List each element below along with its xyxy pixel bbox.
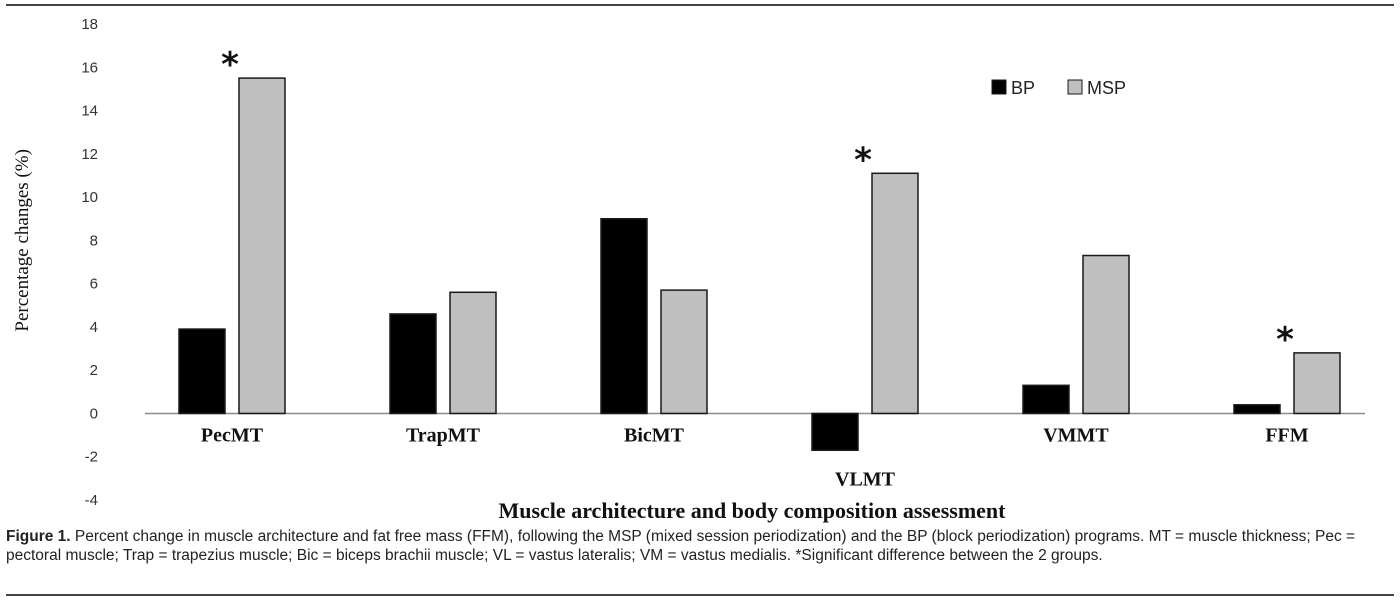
category-label-vlmt: VLMT bbox=[835, 468, 896, 490]
bar-bp-ffm bbox=[1233, 404, 1281, 415]
bar-chart: -4 -2 0 2 4 6 8 10 12 14 16 18 Percentage changes (%… bbox=[12, 16, 1365, 523]
bar-msp-ffm bbox=[1293, 352, 1341, 415]
top-rule bbox=[6, 4, 1394, 6]
y-tick-label: 6 bbox=[90, 276, 98, 293]
legend-swatch-bp bbox=[991, 79, 1007, 95]
y-tick-label: 16 bbox=[81, 59, 98, 76]
bar-msp-trapmt bbox=[449, 291, 497, 415]
category-label-pecmt: PecMT bbox=[201, 424, 264, 446]
y-tick-label: 2 bbox=[90, 362, 98, 379]
caption-text: Percent change in muscle architecture an… bbox=[6, 528, 1356, 564]
bar-bp-vmmt bbox=[1022, 384, 1070, 415]
bar-msp-pecmt bbox=[238, 77, 286, 415]
bar-msp-vmmt bbox=[1082, 254, 1130, 415]
legend-label-bp: BP bbox=[1011, 78, 1035, 98]
y-tick-label: 12 bbox=[81, 146, 98, 163]
bar-bp-vlmt bbox=[811, 412, 859, 451]
y-tick-label: 18 bbox=[81, 16, 98, 33]
y-tick-label: 14 bbox=[81, 103, 98, 120]
y-axis-label: Percentage changes (%) bbox=[12, 149, 33, 332]
bar-msp-vlmt bbox=[871, 172, 919, 415]
bar-msp-bicmt bbox=[660, 289, 708, 415]
category-label-vmmt: VMMT bbox=[1043, 424, 1109, 446]
x-axis-label: Muscle architecture and body composition… bbox=[498, 498, 1006, 523]
bottom-rule bbox=[6, 594, 1394, 596]
caption-label: Figure 1. bbox=[6, 528, 71, 545]
category-label-ffm: FFM bbox=[1265, 424, 1308, 446]
significance-marker: * bbox=[854, 140, 872, 180]
y-tick-label: 8 bbox=[90, 232, 98, 249]
legend-swatch-msp bbox=[1067, 79, 1083, 95]
legend-label-msp: MSP bbox=[1087, 78, 1126, 98]
bar-bp-bicmt bbox=[600, 217, 648, 415]
y-tick-label: 0 bbox=[90, 405, 98, 422]
category-label-bicmt: BicMT bbox=[624, 424, 685, 446]
significance-marker: * bbox=[1276, 320, 1294, 360]
bar-bp-trapmt bbox=[389, 313, 437, 415]
significance-marker: * bbox=[221, 45, 239, 85]
y-tick-label: -4 bbox=[85, 492, 98, 509]
y-tick-label: 10 bbox=[81, 189, 98, 206]
bar-bp-pecmt bbox=[178, 328, 226, 415]
category-label-trapmt: TrapMT bbox=[406, 424, 481, 446]
y-tick-label: 4 bbox=[90, 319, 98, 336]
figure-caption: Figure 1. Percent change in muscle archi… bbox=[6, 527, 1396, 565]
y-tick-label: -2 bbox=[85, 449, 98, 466]
